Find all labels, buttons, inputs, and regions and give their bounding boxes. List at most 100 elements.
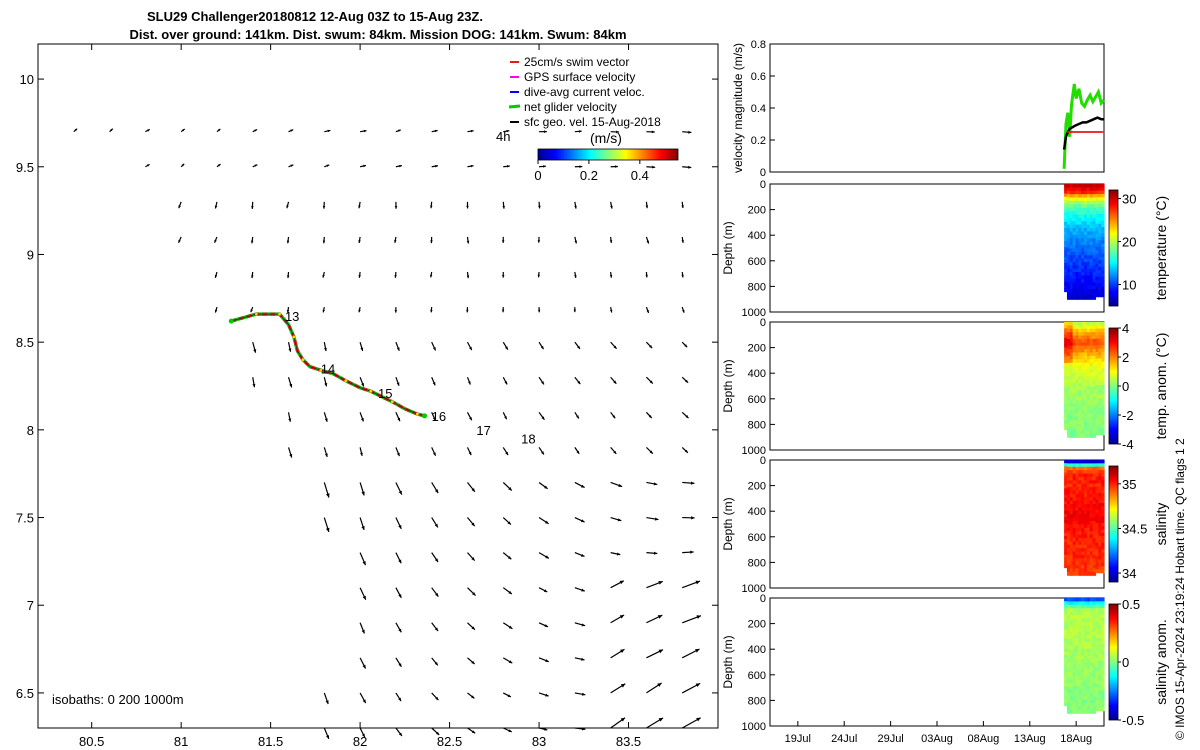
- profile-cell: [1078, 355, 1082, 360]
- profile-cell: [1086, 614, 1091, 619]
- profile-cell: [1098, 469, 1102, 474]
- profile-cell: [1101, 687, 1105, 692]
- profile-cell: [1092, 628, 1097, 633]
- profile-cell: [1069, 332, 1074, 337]
- profile-cell: [1075, 645, 1079, 650]
- profile-cell: [1064, 331, 1068, 336]
- profile-cell: [1092, 551, 1097, 556]
- profile-cell: [1081, 379, 1085, 384]
- profile-cell: [1089, 376, 1094, 381]
- profile-cell: [1101, 325, 1105, 330]
- profile-cell: [1098, 644, 1102, 649]
- profile-cell: [1098, 322, 1102, 326]
- profile-cell: [1089, 531, 1094, 536]
- profile-cell: [1098, 243, 1102, 248]
- profile-cell: [1086, 238, 1091, 243]
- profile-cell: [1072, 665, 1077, 670]
- profile-cell: [1066, 393, 1071, 398]
- current-arrowhead: [288, 348, 292, 352]
- map-ytick-label: 7: [27, 598, 34, 613]
- profile-cell: [1064, 250, 1068, 255]
- profile-cell: [1066, 682, 1071, 687]
- profile-cell: [1078, 224, 1082, 229]
- profile-cell: [1092, 642, 1097, 647]
- current-arrowhead: [325, 700, 329, 705]
- profile-cell: [1086, 403, 1091, 408]
- profile-cell: [1066, 275, 1071, 280]
- current-arrowhead: [654, 517, 659, 521]
- profile-cell: [1084, 648, 1088, 653]
- profile-cell: [1081, 366, 1085, 371]
- profile-cell: [1084, 228, 1088, 233]
- profile-cell: [1095, 552, 1099, 557]
- profile-cell: [1095, 394, 1099, 399]
- profile-cell: [1069, 282, 1074, 287]
- profile-cell: [1101, 697, 1105, 702]
- profile-cell: [1095, 384, 1099, 389]
- profile-cell: [1092, 669, 1097, 674]
- profile-cell: [1089, 204, 1094, 209]
- profile-cell: [1089, 514, 1094, 519]
- profile-cell: [1066, 231, 1071, 236]
- profile-cell: [1064, 328, 1068, 333]
- profile-cell: [1064, 206, 1068, 210]
- profile-cell: [1086, 625, 1091, 630]
- profile-cell: [1078, 544, 1082, 549]
- profile-cell: [1078, 703, 1082, 708]
- profile-cell: [1089, 423, 1094, 428]
- profile-cell: [1084, 332, 1088, 337]
- profile-cell: [1066, 565, 1071, 570]
- profile-cell: [1064, 366, 1068, 371]
- profile-cell: [1098, 428, 1102, 432]
- profile-cell: [1086, 248, 1091, 253]
- profile-cell: [1098, 529, 1102, 534]
- day-label: 17: [476, 423, 490, 438]
- current-arrowhead: [398, 490, 402, 495]
- profile-cell: [1066, 433, 1071, 438]
- profile-cell: [1078, 328, 1082, 333]
- profile-cell: [1064, 677, 1068, 681]
- current-arrowhead: [506, 129, 510, 133]
- profile-cell: [1098, 237, 1102, 241]
- profile-cell: [1072, 238, 1077, 243]
- current-arrowhead: [397, 129, 401, 132]
- profile-cell: [1092, 493, 1097, 498]
- profile-cell: [1084, 244, 1088, 249]
- profile-cell: [1101, 552, 1105, 557]
- profile-cell: [1081, 369, 1085, 374]
- profile-ytick-label: 0: [760, 317, 766, 329]
- velocity-ytick-label: 0: [760, 167, 766, 179]
- profile-cell: [1064, 516, 1068, 521]
- profile-cell: [1075, 682, 1079, 687]
- profile-cell: [1069, 258, 1074, 263]
- profile-cell: [1086, 548, 1091, 553]
- profile-cell: [1069, 618, 1074, 623]
- profile-cell: [1095, 335, 1099, 340]
- current-arrowhead: [505, 451, 509, 456]
- profile-cell: [1078, 497, 1082, 502]
- profile-cell: [1069, 487, 1074, 492]
- profile-cell: [1095, 391, 1099, 396]
- profile-cell: [1081, 625, 1085, 630]
- profile-cell: [1092, 682, 1097, 687]
- profile-cell: [1084, 493, 1088, 498]
- profile-cell: [1069, 197, 1074, 202]
- profile-cell: [1081, 248, 1085, 253]
- profile-cell: [1101, 368, 1105, 373]
- profile-cell: [1081, 372, 1085, 377]
- profile-cell: [1101, 391, 1105, 396]
- profile-cell: [1066, 285, 1071, 290]
- profile-cell: [1086, 352, 1091, 357]
- profile-cell: [1078, 648, 1082, 653]
- profile-cell: [1086, 703, 1091, 708]
- current-arrowhead: [394, 205, 398, 209]
- current-arrowhead: [544, 520, 549, 524]
- current-arrowhead: [361, 491, 365, 496]
- profile-cell: [1072, 480, 1077, 485]
- profile-cell: [1078, 611, 1082, 616]
- profile-cell: [1092, 248, 1097, 253]
- profile-cell: [1101, 270, 1105, 275]
- profile-cell: [1084, 430, 1088, 435]
- profile-cell: [1069, 507, 1074, 512]
- profile-cell: [1086, 241, 1091, 246]
